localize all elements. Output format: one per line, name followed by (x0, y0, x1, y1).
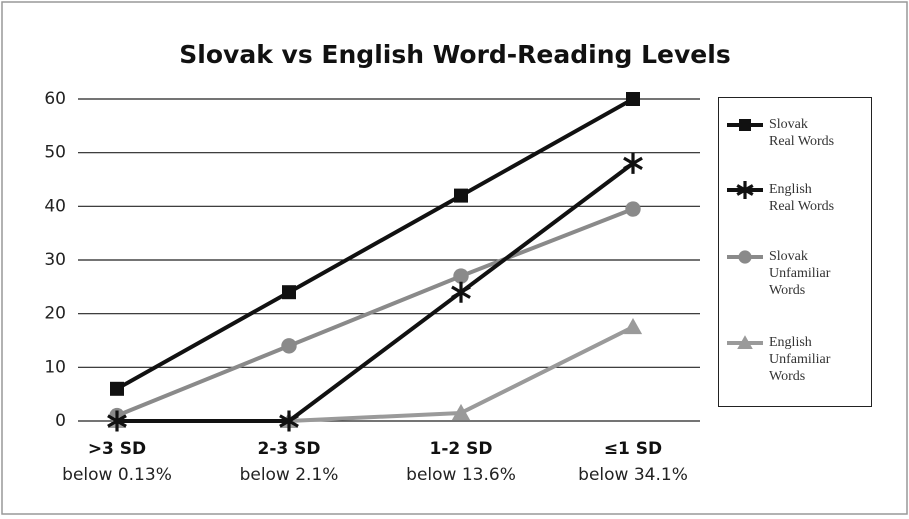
y-tick-label: 60 (44, 89, 66, 109)
marker (738, 250, 752, 264)
marker (279, 410, 299, 432)
series (110, 92, 640, 396)
marker (626, 92, 640, 106)
marker (107, 410, 127, 432)
chart-title: Slovak vs English Word-Reading Levels (179, 40, 730, 69)
marker (451, 403, 471, 420)
legend-icon (727, 250, 763, 264)
marker (737, 335, 753, 349)
line (116, 207, 634, 418)
legend-icon (727, 119, 763, 131)
legend-item: English Unfamiliar Words (719, 334, 836, 385)
marker (736, 181, 754, 199)
legend-label: English Unfamiliar Words (769, 335, 831, 384)
marker (281, 338, 297, 354)
line (117, 161, 635, 423)
marker (451, 281, 471, 303)
y-tick-label: 40 (44, 196, 66, 216)
legend-label: English Real Words (769, 182, 835, 214)
y-tick-label: 20 (44, 304, 66, 324)
legend: Slovak Real Words English Real Words Slova… (718, 97, 872, 407)
marker (454, 188, 468, 203)
marker (282, 285, 296, 300)
x-tick-note: below 13.6% (406, 465, 516, 485)
y-tick-label: 10 (44, 357, 66, 377)
marker (453, 268, 469, 284)
x-tick-label: >3 SD (88, 439, 146, 459)
x-tick-label: ≤1 SD (604, 439, 662, 459)
x-tick-note: below 34.1% (578, 465, 688, 485)
marker (623, 152, 643, 174)
legend-item: English Real Words (719, 181, 836, 215)
marker (625, 201, 641, 217)
legend-icon (727, 181, 763, 199)
line (116, 97, 634, 391)
legend-item: Slovak Unfamiliar Words (719, 248, 836, 299)
legend-label: Slovak Unfamiliar Words (769, 249, 831, 298)
marker (739, 119, 751, 131)
y-tick-label: 0 (55, 411, 66, 431)
x-tick-note: below 2.1% (240, 465, 339, 485)
series (107, 152, 643, 432)
legend-icon (727, 335, 763, 349)
legend-label: Slovak Real Words (769, 117, 835, 149)
marker (110, 381, 124, 396)
marker (623, 317, 643, 335)
x-tick-label: 1-2 SD (430, 439, 493, 459)
y-tick-label: 30 (44, 250, 66, 270)
x-tick-note: below 0.13% (62, 465, 172, 485)
y-tick-label: 50 (44, 143, 66, 163)
x-tick-label: 2-3 SD (258, 439, 321, 459)
legend-item: Slovak Real Words (719, 116, 836, 150)
